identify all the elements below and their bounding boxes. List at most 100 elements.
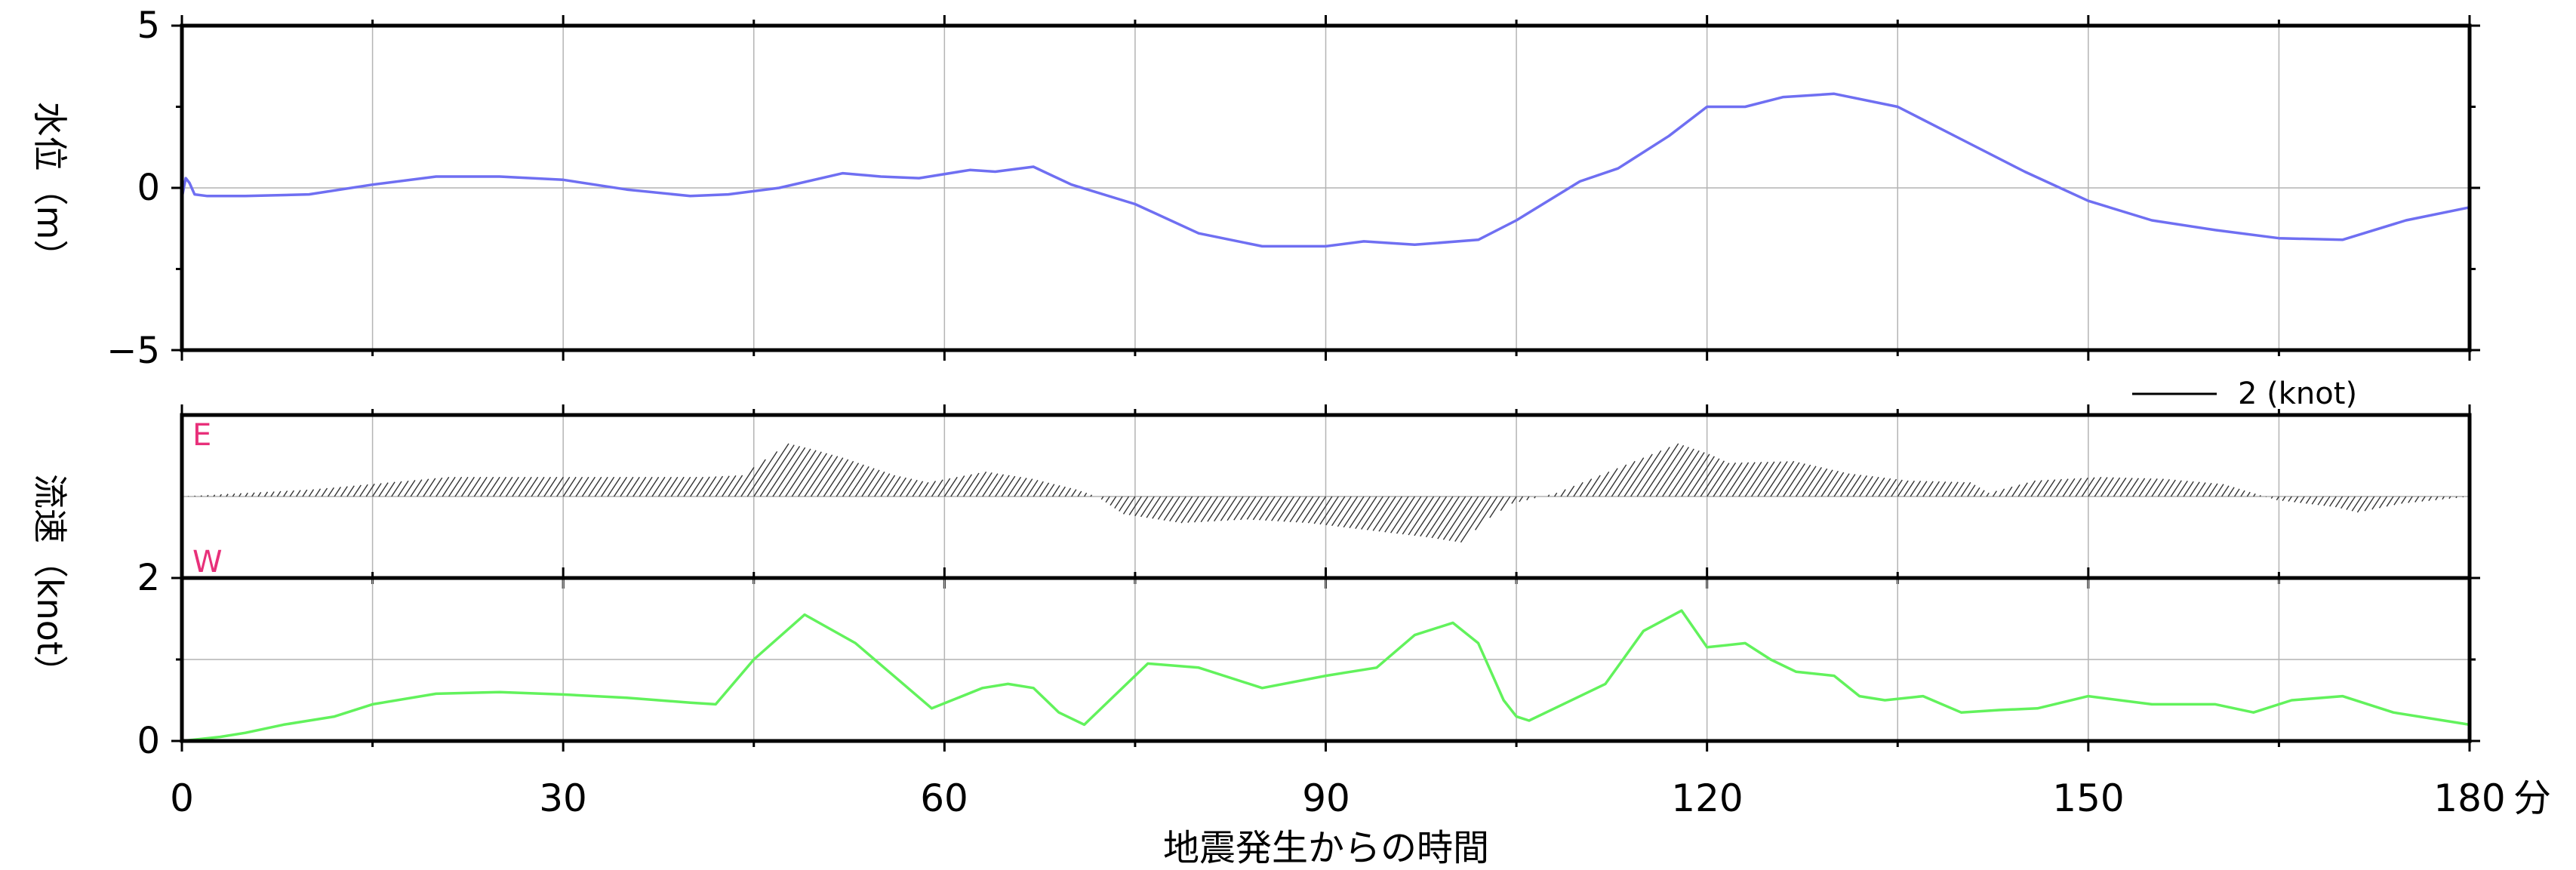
current-vector-stick — [2341, 496, 2350, 509]
current-vector-stick — [1808, 468, 1828, 497]
current-vector-stick — [2075, 477, 2088, 497]
current-vector-stick — [2356, 496, 2368, 513]
current-vector-stick — [1169, 496, 1186, 522]
east-label: E — [192, 418, 211, 453]
current-vector-stick — [384, 481, 395, 497]
current-vector-stick — [454, 476, 469, 497]
current-vector-stick — [2253, 493, 2256, 497]
current-vector-stick — [1859, 475, 1873, 497]
current-speed-grid — [182, 578, 2470, 741]
current-vector-stick — [1408, 496, 1435, 536]
current-vector-stick — [1214, 496, 1231, 522]
x-axis-label: 地震発生からの時間 — [1163, 827, 1489, 869]
current-vector-stick — [810, 456, 839, 497]
current-vector-stick — [569, 476, 583, 497]
current-vector-stick — [1897, 480, 1909, 497]
current-vector-stick — [1630, 450, 1662, 497]
current-vector-stick — [2393, 496, 2400, 506]
current-vector-stick — [372, 483, 382, 497]
current-vector-stick — [1077, 490, 1082, 497]
current-vector-stick — [1064, 487, 1072, 497]
current-vector-stick — [1922, 481, 1934, 497]
current-vector-stick — [2043, 479, 2056, 497]
water-level-ticks — [171, 15, 2480, 361]
current-vector-stick — [2208, 483, 2218, 497]
current-vector-stick — [1425, 496, 1454, 538]
current-vector-stick — [575, 476, 589, 497]
current-vector-stick — [562, 476, 577, 497]
current-vector-stick — [1941, 481, 1953, 497]
current-vector-stick — [1301, 496, 1320, 523]
current-vector-stick — [728, 475, 743, 497]
current-vector-stick — [798, 453, 827, 497]
current-vector-stick — [2300, 496, 2305, 503]
current-vector-stick — [1611, 460, 1636, 497]
current-vector-stick — [1623, 453, 1653, 497]
current-vector-stick — [702, 476, 717, 497]
current-vector-stick — [2227, 487, 2235, 497]
current-vector-stick — [899, 478, 913, 497]
current-vector-stick — [759, 444, 795, 497]
current-vector-stick — [505, 476, 519, 497]
current-vector-stick — [276, 490, 282, 497]
current-vector-stick — [626, 476, 640, 497]
current-vector-stick — [1180, 496, 1199, 524]
current-vector-stick — [1986, 492, 1990, 497]
current-vector-stick — [1289, 496, 1307, 523]
current-vector-stick — [657, 476, 672, 497]
current-vector-stick — [2202, 482, 2212, 497]
current-vector-stick — [251, 492, 255, 497]
current-vector-stick — [1655, 447, 1689, 497]
current-vector-stick — [410, 479, 423, 497]
current-vector-stick — [2177, 481, 2188, 497]
current-vector-stick — [1325, 496, 1346, 526]
current-vector-stick — [651, 476, 666, 497]
current-vector-stick — [391, 481, 402, 497]
current-vector-stick — [1605, 464, 1627, 497]
current-vector-stick — [2036, 479, 2049, 497]
current-vector-stick — [1226, 496, 1244, 521]
current-vector-stick — [467, 476, 482, 497]
current-vector-stick — [1200, 496, 1218, 523]
current-vector-stick — [1725, 462, 1750, 497]
current-vector-stick — [1084, 492, 1088, 497]
current-vector-stick — [2233, 488, 2240, 497]
current-vector-stick — [1865, 476, 1879, 497]
current-vector-stick — [1343, 496, 1365, 528]
current-vector-stick — [1396, 496, 1422, 534]
water-level-grid — [182, 26, 2470, 350]
current-vector-stick — [2113, 477, 2127, 497]
current-vector-stick — [1420, 496, 1448, 537]
current-vector-stick — [1904, 480, 1915, 497]
current-vector-stick — [772, 447, 806, 497]
current-vector-stick — [1814, 469, 1833, 497]
current-vector-stick — [2164, 479, 2176, 497]
current-vector-stick — [1744, 461, 1768, 497]
current-vector-stick — [1668, 450, 1700, 497]
current-vector-stick — [2005, 486, 2013, 497]
current-vector-stick — [2364, 496, 2375, 512]
current-vector-stick — [1454, 496, 1485, 542]
current-vector-stick — [766, 446, 801, 497]
current-vector-stick — [823, 459, 849, 497]
current-vector-stick — [1051, 485, 1060, 497]
current-vector-stick — [778, 448, 811, 497]
current-vector-stick — [2276, 496, 2279, 501]
current-vector-stick — [1349, 496, 1371, 528]
speed-ytick-label: 0 — [137, 720, 160, 762]
current-vector-stick — [988, 474, 1005, 497]
current-vector-stick — [746, 451, 778, 497]
current-vector-stick — [525, 476, 539, 497]
current-vector-stick — [594, 476, 608, 497]
current-vector-stick — [2119, 478, 2133, 497]
current-vector-stick — [2323, 496, 2331, 506]
current-vector-stick — [219, 493, 222, 497]
current-vector-stick — [1719, 462, 1743, 497]
current-vector-stick — [1140, 496, 1155, 518]
x-tick-label: 0 — [170, 776, 194, 820]
current-vector-stick — [2408, 496, 2413, 503]
current-vector-stick — [1319, 496, 1339, 525]
current-vector-stick — [1265, 496, 1282, 521]
current-vector-stick — [448, 476, 463, 497]
current-vector-stick — [1258, 496, 1276, 521]
